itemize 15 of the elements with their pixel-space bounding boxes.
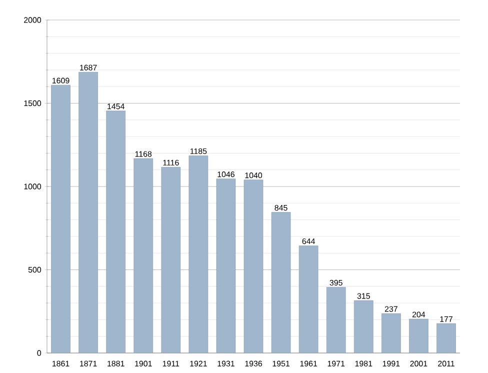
bar <box>188 156 208 353</box>
bar <box>436 323 456 353</box>
bar <box>271 212 291 353</box>
bar <box>134 158 154 353</box>
bar <box>51 84 70 353</box>
bar <box>244 180 264 353</box>
bar <box>326 287 346 353</box>
bar <box>298 246 318 353</box>
bar <box>106 110 126 353</box>
bar <box>382 313 401 353</box>
bar <box>409 318 428 353</box>
bar <box>354 300 374 353</box>
bar <box>216 178 236 353</box>
bar <box>78 72 98 353</box>
bar <box>161 167 181 353</box>
